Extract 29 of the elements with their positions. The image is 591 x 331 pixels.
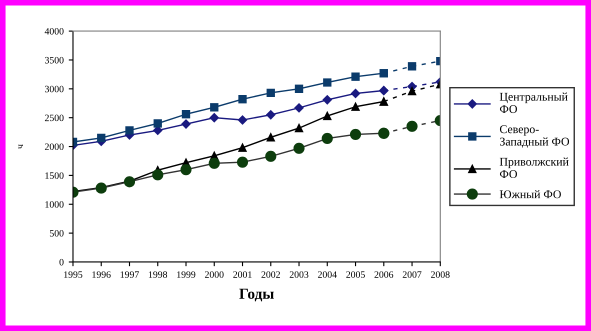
x-axis-title: Годы (239, 288, 274, 302)
y-tick-label: 1500 (45, 172, 64, 179)
x-tick-label: 1999 (177, 271, 196, 278)
x-tick-label: 1997 (120, 271, 139, 278)
x-tick-label: 1998 (148, 271, 168, 278)
legend-label: Южный ФО (500, 190, 561, 198)
legend-label: Приволжский ФО (500, 158, 569, 178)
x-tick-label: 2008 (431, 271, 450, 278)
y-tick-label: 3000 (44, 86, 64, 92)
y-tick-label: 1000 (45, 201, 64, 208)
x-tick-label: 2006 (374, 271, 394, 278)
legend-label: Северо- Западный ФО (500, 125, 570, 148)
y-tick-label: 4000 (44, 28, 64, 35)
y-tick-label: 2500 (44, 114, 64, 122)
x-tick-label: 2000 (204, 271, 224, 278)
y-axis-title: ч (18, 144, 23, 149)
x-tick-label: 2002 (261, 271, 280, 278)
y-tick-label: 0 (59, 258, 64, 266)
x-tick-label: 2007 (402, 271, 422, 278)
y-tick-label: 500 (50, 230, 64, 237)
legend-label: Центральный ФО (500, 92, 568, 114)
x-tick-label: 1996 (92, 271, 111, 278)
y-tick-label: 2000 (44, 143, 64, 150)
x-tick-label: 2005 (346, 271, 365, 278)
x-tick-label: 2001 (233, 271, 252, 278)
x-tick-label: 2003 (290, 271, 308, 278)
x-tick-label: 1995 (64, 271, 82, 278)
x-tick-label: 2004 (318, 271, 337, 278)
y-tick-label: 3500 (44, 56, 64, 64)
